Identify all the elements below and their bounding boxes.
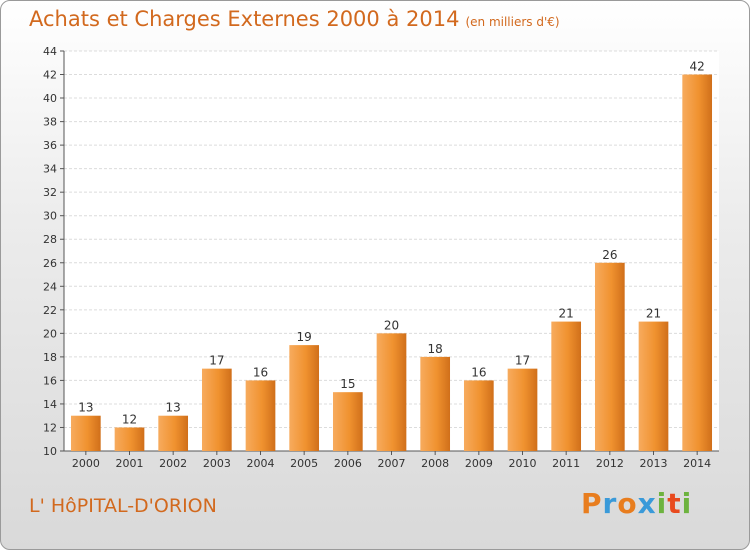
logo-letter: P <box>581 487 603 520</box>
x-tick-label-2007: 2007 <box>378 457 406 470</box>
chart-subtitle: (en milliers d'€) <box>465 15 560 29</box>
y-tick-label: 44 <box>43 45 57 58</box>
x-tick-label-2012: 2012 <box>596 457 624 470</box>
x-tick-label-2013: 2013 <box>640 457 668 470</box>
logo-letter: t <box>667 487 682 520</box>
bar-2004[interactable] <box>245 380 276 451</box>
value-label-2003: 17 <box>209 354 224 368</box>
y-tick-label: 30 <box>43 210 57 223</box>
bar-2010[interactable] <box>507 368 538 451</box>
y-tick-label: 24 <box>43 280 57 293</box>
value-label-2005: 19 <box>297 330 312 344</box>
value-label-2014: 42 <box>690 60 705 74</box>
x-tick-label-2001: 2001 <box>116 457 144 470</box>
x-tick-label-2009: 2009 <box>465 457 493 470</box>
y-tick-label: 38 <box>43 116 57 129</box>
logo-letter: i <box>656 487 668 520</box>
bar-2000[interactable] <box>70 415 101 451</box>
y-tick-label: 42 <box>43 69 57 82</box>
proxiti-logo[interactable]: Proxiti <box>581 487 692 520</box>
x-tick-label-2014: 2014 <box>683 457 711 470</box>
y-tick-label: 28 <box>43 233 57 246</box>
bar-2012[interactable] <box>594 262 625 451</box>
y-tick-label: 36 <box>43 139 57 152</box>
bar-2008[interactable] <box>420 356 451 451</box>
logo-letter: i <box>681 487 693 520</box>
y-tick-label: 18 <box>43 351 57 364</box>
x-tick-label-2005: 2005 <box>290 457 318 470</box>
bar-2005[interactable] <box>289 345 320 451</box>
value-label-2001: 12 <box>122 412 137 426</box>
value-label-2011: 21 <box>559 307 574 321</box>
x-tick-label-2002: 2002 <box>159 457 187 470</box>
value-label-2008: 18 <box>428 342 443 356</box>
value-label-2012: 26 <box>602 248 617 262</box>
x-tick-label-2006: 2006 <box>334 457 362 470</box>
value-label-2013: 21 <box>646 307 661 321</box>
chart-title-text: Achats et Charges Externes 2000 à 2014 <box>29 7 460 31</box>
value-label-2006: 15 <box>340 377 355 391</box>
bar-2007[interactable] <box>376 333 407 451</box>
place-name: L' HôPITAL-D'ORION <box>29 495 217 517</box>
x-tick-label-2003: 2003 <box>203 457 231 470</box>
value-label-2009: 16 <box>471 365 486 379</box>
x-tick-label-2011: 2011 <box>552 457 580 470</box>
value-label-2007: 20 <box>384 318 399 332</box>
chart-title: Achats et Charges Externes 2000 à 2014 (e… <box>29 7 560 31</box>
bar-2013[interactable] <box>638 321 669 451</box>
bar-2011[interactable] <box>551 321 582 451</box>
x-tick-label-2008: 2008 <box>421 457 449 470</box>
logo-letter: o <box>617 487 638 520</box>
y-tick-label: 26 <box>43 257 57 270</box>
value-label-2004: 16 <box>253 365 268 379</box>
value-label-2002: 13 <box>166 401 181 415</box>
x-tick-label-2000: 2000 <box>72 457 100 470</box>
logo-letter: r <box>602 487 618 520</box>
bar-2001[interactable] <box>114 427 145 451</box>
value-label-2010: 17 <box>515 354 530 368</box>
y-tick-label: 16 <box>43 374 57 387</box>
bar-2006[interactable] <box>332 392 363 451</box>
bar-2003[interactable] <box>201 368 232 451</box>
y-tick-label: 32 <box>43 186 57 199</box>
value-label-2000: 13 <box>78 401 93 415</box>
y-tick-label: 10 <box>43 445 57 458</box>
y-tick-label: 40 <box>43 92 57 105</box>
bar-2002[interactable] <box>158 415 189 451</box>
bar-2009[interactable] <box>463 380 494 451</box>
x-tick-label-2010: 2010 <box>509 457 537 470</box>
x-tick-label-2004: 2004 <box>247 457 275 470</box>
y-tick-label: 22 <box>43 304 57 317</box>
y-tick-label: 34 <box>43 163 57 176</box>
bar-2014[interactable] <box>682 74 713 451</box>
logo-letter: x <box>637 487 657 520</box>
y-tick-label: 12 <box>43 421 57 434</box>
y-tick-label: 14 <box>43 398 57 411</box>
y-tick-label: 20 <box>43 327 57 340</box>
